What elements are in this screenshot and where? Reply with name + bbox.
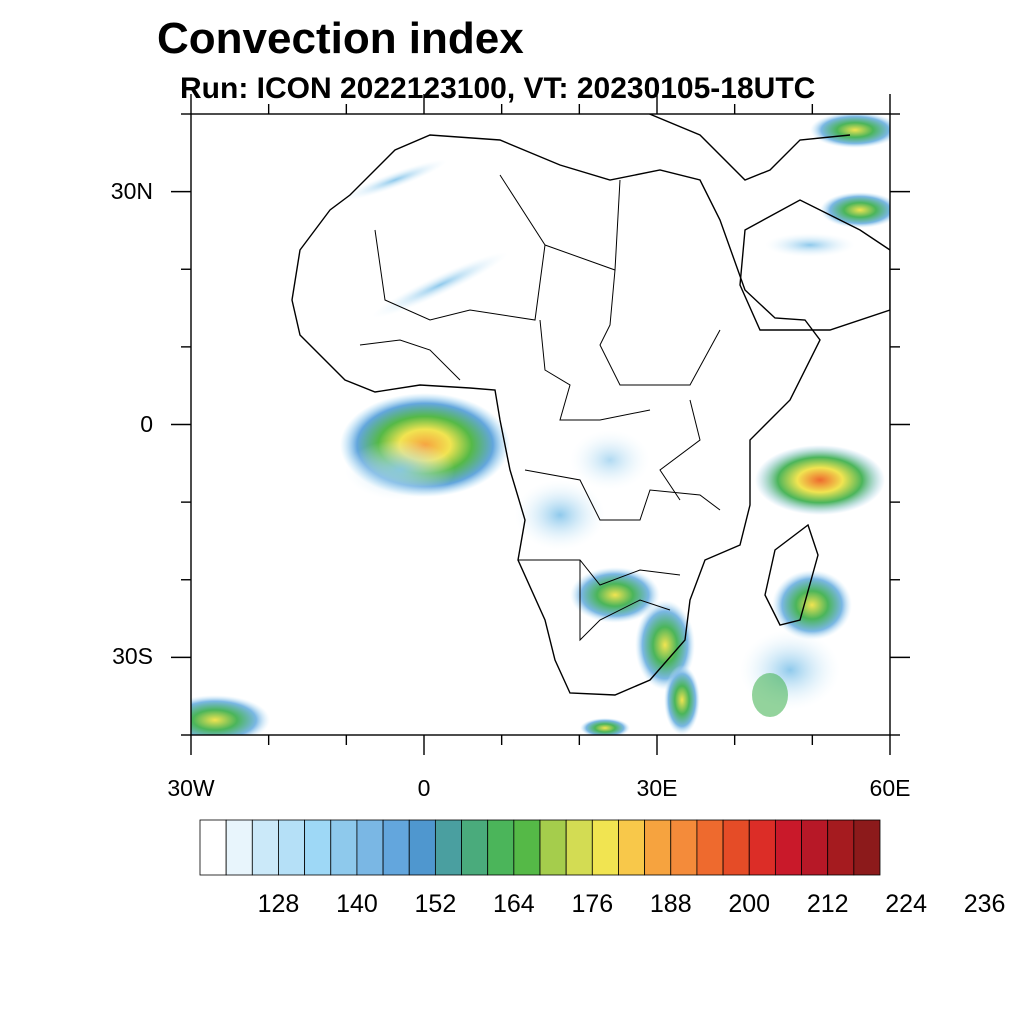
colorbar-box bbox=[356, 819, 384, 876]
country-borders bbox=[359, 174, 721, 642]
colorbar-box bbox=[774, 819, 802, 876]
colorbar-box bbox=[801, 819, 829, 876]
convection-field bbox=[191, 114, 890, 735]
colorbar-box bbox=[382, 819, 410, 876]
colorbar-label: 140 bbox=[336, 890, 378, 918]
colorbar-box bbox=[670, 819, 698, 876]
colorbar-box bbox=[199, 819, 227, 876]
lat-tick-label: 30N bbox=[110, 177, 153, 204]
chart-subtitle: Run: ICON 2022123100, VT: 20230105-18UTC bbox=[180, 72, 816, 105]
colorbar-box bbox=[853, 819, 881, 876]
colorbar-box bbox=[278, 819, 306, 876]
colorbar-box bbox=[827, 819, 855, 876]
convection-area-congo bbox=[515, 480, 605, 550]
colorbar-box bbox=[591, 819, 619, 876]
colorbar-box bbox=[251, 819, 279, 876]
convection-area-indian-ocean bbox=[755, 445, 885, 515]
colorbar-box bbox=[330, 819, 358, 876]
colorbar-box bbox=[565, 819, 593, 876]
lon-tick-label: 30E bbox=[636, 775, 678, 801]
coastlines bbox=[291, 114, 890, 696]
colorbar-label: 152 bbox=[414, 890, 457, 918]
convection-area-southern-africa bbox=[570, 567, 660, 623]
colorbar-box bbox=[304, 819, 332, 876]
colorbar-box bbox=[408, 819, 436, 876]
colorbar-label: 188 bbox=[649, 890, 692, 918]
colorbar-box bbox=[644, 819, 672, 876]
colorbar-box bbox=[539, 819, 567, 876]
colorbar-label: 236 bbox=[963, 890, 1006, 918]
colorbar-label: 212 bbox=[806, 890, 849, 918]
colorbar-box bbox=[696, 819, 724, 876]
lat-tick-label: 30S bbox=[112, 643, 153, 670]
africa-coastline bbox=[291, 134, 821, 696]
colorbar-boxes bbox=[199, 819, 881, 876]
colorbar-label: 164 bbox=[492, 890, 535, 918]
colorbar-box bbox=[487, 819, 515, 876]
colorbar-label: 176 bbox=[571, 890, 614, 918]
lat-tick-label: 0 bbox=[140, 410, 153, 437]
axis-ticks bbox=[171, 94, 910, 755]
colorbar-label: 224 bbox=[885, 890, 927, 918]
madagascar-coastline bbox=[764, 523, 819, 626]
colorbar-box bbox=[434, 819, 462, 876]
lon-tick-label: 0 bbox=[417, 775, 431, 801]
colorbar-box bbox=[513, 819, 541, 876]
lon-tick-label: 60E bbox=[869, 775, 911, 801]
lon-tick-label: 30W bbox=[167, 775, 215, 801]
arabia-coastline bbox=[739, 199, 890, 331]
colorbar-label: 128 bbox=[257, 890, 300, 918]
chart-title: Convection index bbox=[157, 14, 524, 63]
colorbar-box bbox=[225, 819, 253, 876]
colorbar-box bbox=[722, 819, 750, 876]
colorbar-box bbox=[748, 819, 776, 876]
colorbar-label: 200 bbox=[728, 890, 771, 918]
colorbar-box bbox=[461, 819, 489, 876]
colorbar-box bbox=[618, 819, 646, 876]
